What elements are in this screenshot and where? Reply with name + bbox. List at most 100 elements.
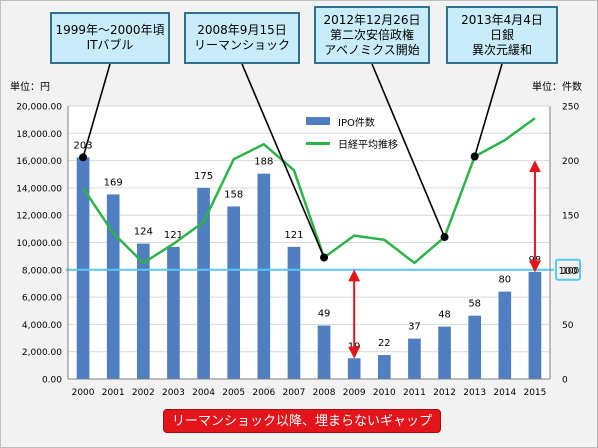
- gap-banner: リーマンショック以降、埋まらないギャップ: [163, 409, 441, 433]
- x-tick-label: 2004: [192, 388, 215, 398]
- callout-boj-line-2: 日銀: [489, 27, 514, 42]
- legend-item-ipo: IPO件数: [306, 110, 398, 132]
- callout-leader-line: [241, 63, 325, 258]
- left-tick-label: 10,000.00: [16, 239, 62, 249]
- bar-value-label: 121: [284, 230, 303, 241]
- left-tick-label: 4,000.00: [22, 321, 62, 331]
- callout-it-bubble-line-2: ITバブル: [86, 38, 134, 52]
- event-marker: [320, 253, 329, 262]
- event-marker: [79, 153, 88, 162]
- left-tick-label: 0.00: [42, 376, 62, 386]
- callout-leader-line: [473, 63, 503, 157]
- x-tick-label: 2010: [373, 388, 396, 398]
- right-tick-label: 0: [562, 376, 568, 386]
- x-tick-label: 2014: [493, 388, 516, 398]
- bar-value-label: 188: [254, 157, 273, 168]
- left-tick-label: 20,000.00: [16, 103, 62, 113]
- x-tick-label: 2011: [403, 388, 426, 398]
- bar: [377, 354, 391, 379]
- bar-value-label: 37: [408, 322, 421, 333]
- x-tick-label: 2000: [72, 388, 95, 398]
- x-tick-label: 2007: [282, 388, 305, 398]
- x-tick-label: 2001: [102, 388, 125, 398]
- left-axis-unit-label: 単位：円: [10, 82, 50, 93]
- callout-boj-easing: 2013年4月4日 日銀 異次元緩和: [446, 6, 558, 64]
- right-tick-label: 200: [562, 157, 579, 167]
- reference-value-label: 100: [558, 266, 577, 277]
- bar: [317, 325, 331, 379]
- bar-value-label: 49: [318, 308, 331, 319]
- callout-leader-line: [371, 63, 446, 238]
- x-tick-label: 2002: [132, 388, 155, 398]
- callout-abenomics-line-3: アベノミクス開始: [324, 42, 420, 57]
- left-tick-label: 6,000.00: [22, 294, 62, 304]
- right-tick-label: 250: [562, 103, 579, 113]
- bar: [257, 173, 271, 379]
- bar: [438, 326, 451, 379]
- callout-lehman-line-2: リーマンショック: [193, 38, 290, 52]
- callout-lehman-line-1: 2008年9月15日: [197, 23, 287, 37]
- bar: [136, 243, 150, 379]
- bar-value-label: 175: [194, 171, 213, 182]
- reference-value-box: [555, 258, 581, 281]
- bar: [408, 338, 421, 379]
- bar-value-label: 48: [438, 310, 451, 321]
- bar: [347, 358, 361, 379]
- bar: [106, 194, 120, 379]
- x-tick-label: 2012: [433, 388, 456, 398]
- callout-leader-line: [82, 63, 111, 158]
- left-tick-label: 18,000.00: [16, 130, 62, 140]
- x-tick-label: 2006: [252, 388, 275, 398]
- legend-swatch-bar: [306, 117, 330, 125]
- legend-swatch-line: [306, 141, 330, 145]
- bar-value-label: 124: [134, 227, 153, 238]
- legend-label-ipo: IPO件数: [338, 117, 375, 129]
- bar-value-label: 22: [378, 338, 391, 349]
- callout-boj-line-3: 異次元緩和: [471, 42, 532, 57]
- bar-value-label: 121: [164, 230, 183, 241]
- callout-lehman-shock: 2008年9月15日 リーマンショック: [184, 12, 300, 64]
- bar: [167, 246, 180, 379]
- legend-item-nikkei: 日経平均推移: [306, 132, 398, 154]
- bar-value-label: 158: [224, 189, 243, 200]
- event-marker: [470, 152, 479, 161]
- x-tick-label: 2003: [162, 388, 185, 398]
- bar-value-label: 58: [468, 299, 481, 310]
- callout-abenomics: 2012年12月26日 第二次安倍政権 アベノミクス開始: [314, 6, 430, 64]
- x-tick-label: 2009: [343, 388, 366, 398]
- nikkei-line: [82, 117, 536, 265]
- legend-label-nikkei: 日経平均推移: [338, 139, 398, 151]
- right-axis-unit-label: 単位：件数: [532, 82, 582, 93]
- x-tick-label: 2013: [463, 388, 486, 398]
- x-tick-label: 2005: [222, 388, 245, 398]
- bar-value-label: 80: [498, 275, 511, 286]
- bar: [227, 206, 241, 379]
- x-tick-label: 2008: [313, 388, 336, 398]
- bar-value-label: 169: [104, 177, 123, 188]
- left-tick-label: 8,000.00: [22, 266, 62, 276]
- bar: [498, 291, 512, 379]
- callout-it-bubble-line-1: 1999年～2000年頃: [55, 23, 165, 37]
- left-tick-label: 2,000.00: [22, 348, 62, 358]
- bar-value-label: 203: [74, 140, 93, 151]
- left-tick-label: 14,000.00: [16, 184, 62, 194]
- bar: [287, 246, 301, 379]
- right-tick-label: 100: [562, 266, 579, 276]
- event-marker: [440, 233, 449, 242]
- callout-abenomics-line-1: 2012年12月26日: [323, 12, 421, 27]
- right-tick-label: 50: [562, 321, 574, 331]
- bar: [468, 315, 482, 379]
- right-tick-label: 150: [562, 212, 579, 222]
- left-tick-label: 12,000.00: [16, 212, 62, 222]
- legend: IPO件数 日経平均推移: [306, 110, 398, 154]
- callout-boj-line-1: 2013年4月4日: [461, 12, 543, 27]
- callout-abenomics-line-2: 第二次安倍政権: [329, 27, 414, 42]
- bar: [197, 187, 210, 379]
- callout-it-bubble: 1999年～2000年頃 ITバブル: [50, 12, 170, 64]
- x-tick-label: 2015: [523, 388, 546, 398]
- bar: [76, 157, 90, 379]
- bar: [528, 271, 542, 379]
- left-tick-label: 16,000.00: [16, 157, 62, 167]
